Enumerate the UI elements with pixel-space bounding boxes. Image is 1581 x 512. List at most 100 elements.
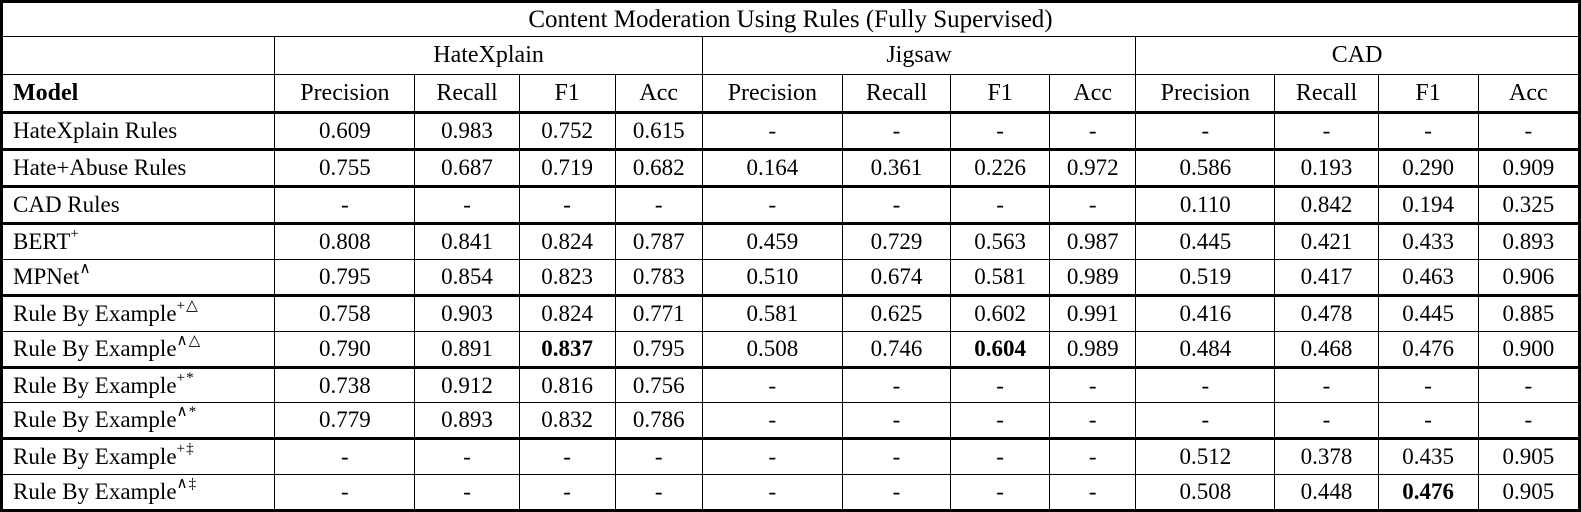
metric-value: 0.193 [1274, 149, 1379, 189]
metric-value: - [414, 474, 520, 511]
metric-value: 0.433 [1377, 223, 1479, 261]
metric-value: 0.110 [1135, 186, 1276, 226]
metric-value: - [1049, 186, 1137, 226]
metric-value: 0.841 [414, 223, 520, 261]
metric-value: 0.816 [518, 366, 616, 404]
metric-value: 0.435 [1377, 438, 1479, 476]
metric-value: 0.991 [1049, 294, 1137, 332]
metric-value: 0.194 [1377, 186, 1479, 226]
metric-value: 0.912 [414, 366, 520, 404]
metric-value: 0.325 [1477, 186, 1581, 226]
model-superscript: ∧ [79, 260, 92, 278]
metric-value: 0.421 [1274, 223, 1379, 261]
metric-value: 0.476 [1377, 474, 1479, 511]
metric-value: - [1135, 111, 1276, 152]
metric-value: 0.905 [1477, 474, 1581, 511]
metric-value: 0.832 [518, 402, 616, 441]
metric-value: 0.290 [1377, 149, 1479, 189]
metric-value: 0.756 [614, 366, 703, 404]
metric-value: 0.893 [414, 402, 520, 441]
metric-value: - [1377, 111, 1479, 152]
group-header-hatexplain: HateXplain [274, 36, 703, 75]
hatexplain-acc-header: Acc [614, 74, 703, 114]
metric-value: 0.416 [1135, 294, 1276, 332]
metric-value: - [1135, 366, 1276, 404]
model-name-label: Rule By Example [13, 372, 177, 398]
metric-value: - [841, 438, 952, 476]
metric-value: - [950, 111, 1051, 152]
group-header-cad: CAD [1135, 36, 1580, 75]
metric-value: 0.842 [1274, 186, 1379, 226]
model-column-header: Model [0, 74, 276, 114]
metric-value: - [518, 474, 616, 511]
metric-value: - [274, 186, 416, 226]
model-name: Hate+Abuse Rules [0, 149, 276, 189]
metric-value: - [1377, 402, 1479, 441]
metric-value: 0.903 [414, 294, 520, 332]
metric-value: 0.463 [1377, 259, 1479, 297]
model-name: Rule By Example∧△ [0, 330, 276, 369]
table-row: MPNet∧ 0.795 0.854 0.823 0.783 0.510 0.674 0.58… [0, 259, 1581, 297]
metric-value: 0.989 [1049, 259, 1137, 297]
metric-value: 0.885 [1477, 294, 1581, 332]
metric-value: 0.604 [950, 330, 1051, 369]
metric-value: - [614, 474, 703, 511]
table-row: Rule By Example∧* 0.779 0.893 0.832 0.786- - -… [0, 402, 1581, 441]
metric-value: 0.519 [1135, 259, 1276, 297]
model-name: Rule By Example+* [0, 366, 276, 404]
table-title: Content Moderation Using Rules (Fully Su… [1, 1, 1580, 37]
model-name: Rule By Example∧* [0, 402, 276, 441]
table-title-row: Content Moderation Using Rules (Fully Su… [1, 1, 1580, 37]
metric-value: - [518, 438, 616, 476]
metric-value: 0.824 [518, 223, 616, 261]
metric-value: 0.779 [274, 402, 416, 441]
metric-value: 0.674 [841, 259, 952, 297]
metric-value: - [841, 111, 952, 152]
metric-value: 0.484 [1135, 330, 1276, 369]
metric-value: - [950, 402, 1051, 441]
model-superscript: ∧‡ [176, 475, 198, 493]
jigsaw-f1-header: F1 [950, 74, 1051, 114]
model-superscript: +△ [176, 296, 199, 314]
table-body: HateXplain Rules 0.609 0.983 0.752 0.615- - - -… [0, 111, 1581, 511]
jigsaw-precision-header: Precision [701, 74, 843, 114]
metric-value: - [1477, 402, 1581, 441]
metric-value: - [1049, 438, 1137, 476]
metric-value: 0.808 [274, 223, 416, 261]
metric-value: 0.893 [1477, 223, 1581, 261]
metric-value: - [841, 186, 952, 226]
table-row: Rule By Example+‡ - - - - - - - -0.512 0.378 0.435… [0, 438, 1581, 476]
model-name-label: Rule By Example [13, 300, 177, 326]
table-row: CAD Rules - - - - - - - -0.110 0.842 0.194 0.325 [0, 186, 1581, 226]
metric-value: - [1135, 402, 1276, 441]
metric-value: - [518, 186, 616, 226]
metric-value: 0.787 [614, 223, 703, 261]
cad-recall-header: Recall [1274, 74, 1379, 114]
metric-value: 0.468 [1274, 330, 1379, 369]
metric-value: 0.378 [1274, 438, 1379, 476]
metric-value: 0.837 [518, 330, 616, 369]
model-superscript: ∧△ [176, 331, 202, 349]
model-name-label: Rule By Example [13, 444, 177, 470]
metric-value: - [950, 438, 1051, 476]
metric-value: - [701, 402, 843, 441]
dataset-group-header-row: HateXplain Jigsaw CAD [0, 36, 1580, 75]
model-name: CAD Rules [0, 186, 276, 226]
metric-value: - [1049, 366, 1137, 404]
metric-value: 0.602 [950, 294, 1051, 332]
metric-value: - [1274, 111, 1379, 152]
table-row: BERT+ 0.808 0.841 0.824 0.787 0.459 0.729 0.563… [0, 223, 1581, 261]
model-superscript: + [70, 225, 80, 243]
metric-value: 0.581 [950, 259, 1051, 297]
model-superscript: +* [176, 368, 195, 386]
metric-value: 0.508 [701, 330, 843, 369]
table-row: Rule By Example∧△ 0.790 0.891 0.837 0.795 0.5… [0, 330, 1581, 369]
metric-value: 0.719 [518, 149, 616, 189]
metric-value: 0.786 [614, 402, 703, 441]
metric-value: 0.790 [274, 330, 416, 369]
model-name: Rule By Example∧‡ [0, 474, 276, 511]
metric-value: 0.905 [1477, 438, 1581, 476]
model-name-label: Rule By Example [13, 479, 177, 505]
